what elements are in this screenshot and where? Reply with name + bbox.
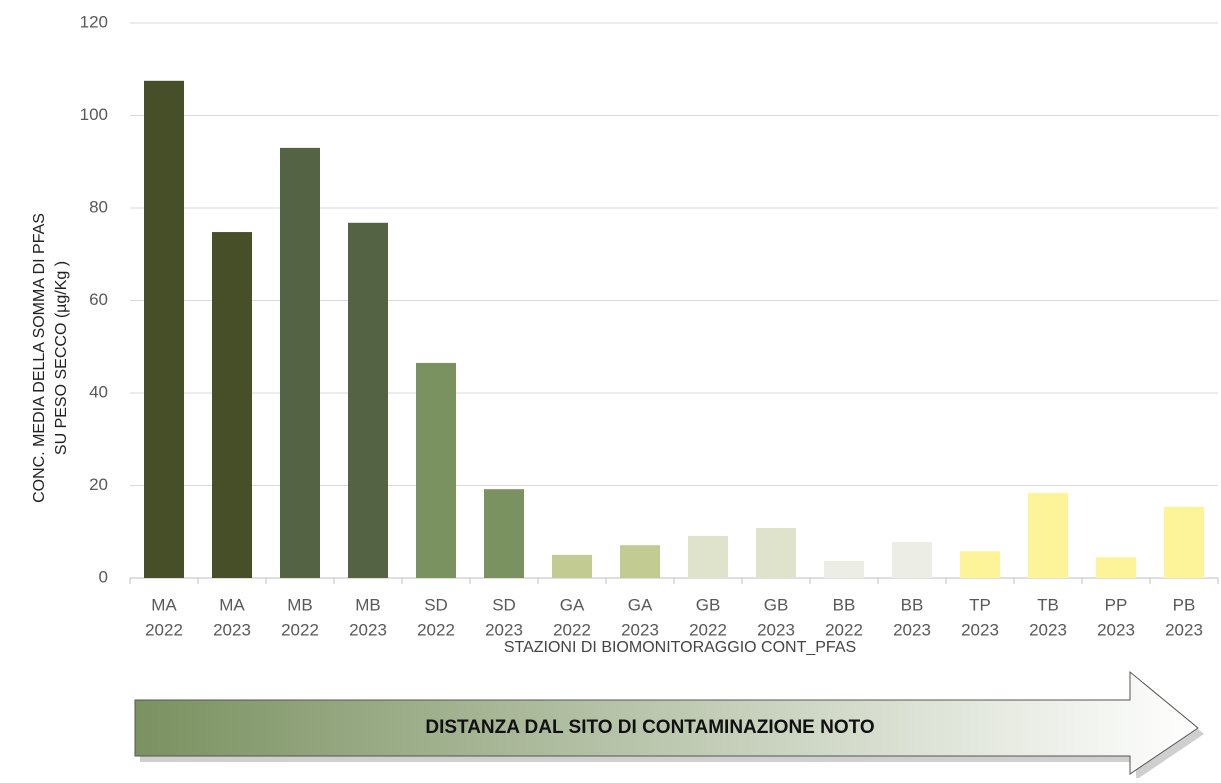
x-tick-label: GB [696, 595, 721, 614]
y-tick-label: 100 [80, 105, 108, 124]
bar [212, 232, 252, 579]
x-tick-label: MA [151, 595, 177, 614]
x-tick-label: MB [355, 595, 381, 614]
x-tick-label: SD [424, 595, 448, 614]
y-tick-label: 80 [89, 197, 108, 216]
y-tick-label: 20 [89, 475, 108, 494]
x-tick-label: PP [1105, 595, 1128, 614]
x-tick-label: 2023 [961, 620, 999, 639]
x-tick-label: GB [764, 595, 789, 614]
arrow [134, 670, 1199, 775]
bar [416, 362, 456, 578]
x-tick-label: 2022 [553, 620, 591, 639]
x-tick-label: TB [1037, 595, 1059, 614]
x-tick-label: BB [833, 595, 856, 614]
x-tick-label: 2023 [349, 620, 387, 639]
bar [892, 541, 932, 578]
x-tick-label: TP [969, 595, 991, 614]
x-tick-label: 2023 [757, 620, 795, 639]
y-axis-label: CONC. MEDIA DELLA SOMMA DI PFAS [31, 213, 48, 503]
x-tick-label: GA [628, 595, 653, 614]
x-tick-label: BB [901, 595, 924, 614]
bar [1028, 492, 1068, 578]
x-tick-label: 2023 [213, 620, 251, 639]
x-tick-label: 2022 [145, 620, 183, 639]
bar [620, 545, 660, 578]
x-axis-label: STAZIONI DI BIOMONITORAGGIO CONT_PFAS [504, 639, 856, 656]
x-tick-label: GA [560, 595, 585, 614]
y-axis-label: SU PESO SECCO (µg/Kg ) [53, 261, 70, 455]
bar [1096, 557, 1136, 578]
x-tick-label: MA [219, 595, 245, 614]
x-tick-label: 2023 [893, 620, 931, 639]
x-tick-label: 2023 [485, 620, 523, 639]
y-tick-label: 0 [99, 567, 108, 586]
x-tick-label: PB [1173, 595, 1196, 614]
bar [280, 147, 320, 578]
x-tick-label: 2023 [1097, 620, 1135, 639]
y-tick-label: 40 [89, 382, 108, 401]
bar [824, 560, 864, 578]
bar [688, 535, 728, 578]
x-tick-label: 2023 [1029, 620, 1067, 639]
x-tick-label: 2023 [621, 620, 659, 639]
bar [552, 554, 592, 578]
x-tick-label: SD [492, 595, 516, 614]
y-tick-label: 60 [89, 290, 108, 309]
x-tick-label: 2022 [689, 620, 727, 639]
bar [756, 528, 796, 578]
x-tick-label: 2022 [825, 620, 863, 639]
bar [348, 222, 388, 579]
y-tick-label: 120 [80, 12, 108, 31]
bar [1164, 506, 1204, 578]
arrow-label: DISTANZA DAL SITO DI CONTAMINAZIONE NOTO [425, 717, 874, 738]
bar [144, 80, 184, 578]
x-tick-label: 2023 [1165, 620, 1203, 639]
x-tick-label: 2022 [417, 620, 455, 639]
x-tick-label: 2022 [281, 620, 319, 639]
bar [484, 489, 524, 578]
bar [960, 551, 1000, 578]
x-tick-label: MB [287, 595, 313, 614]
